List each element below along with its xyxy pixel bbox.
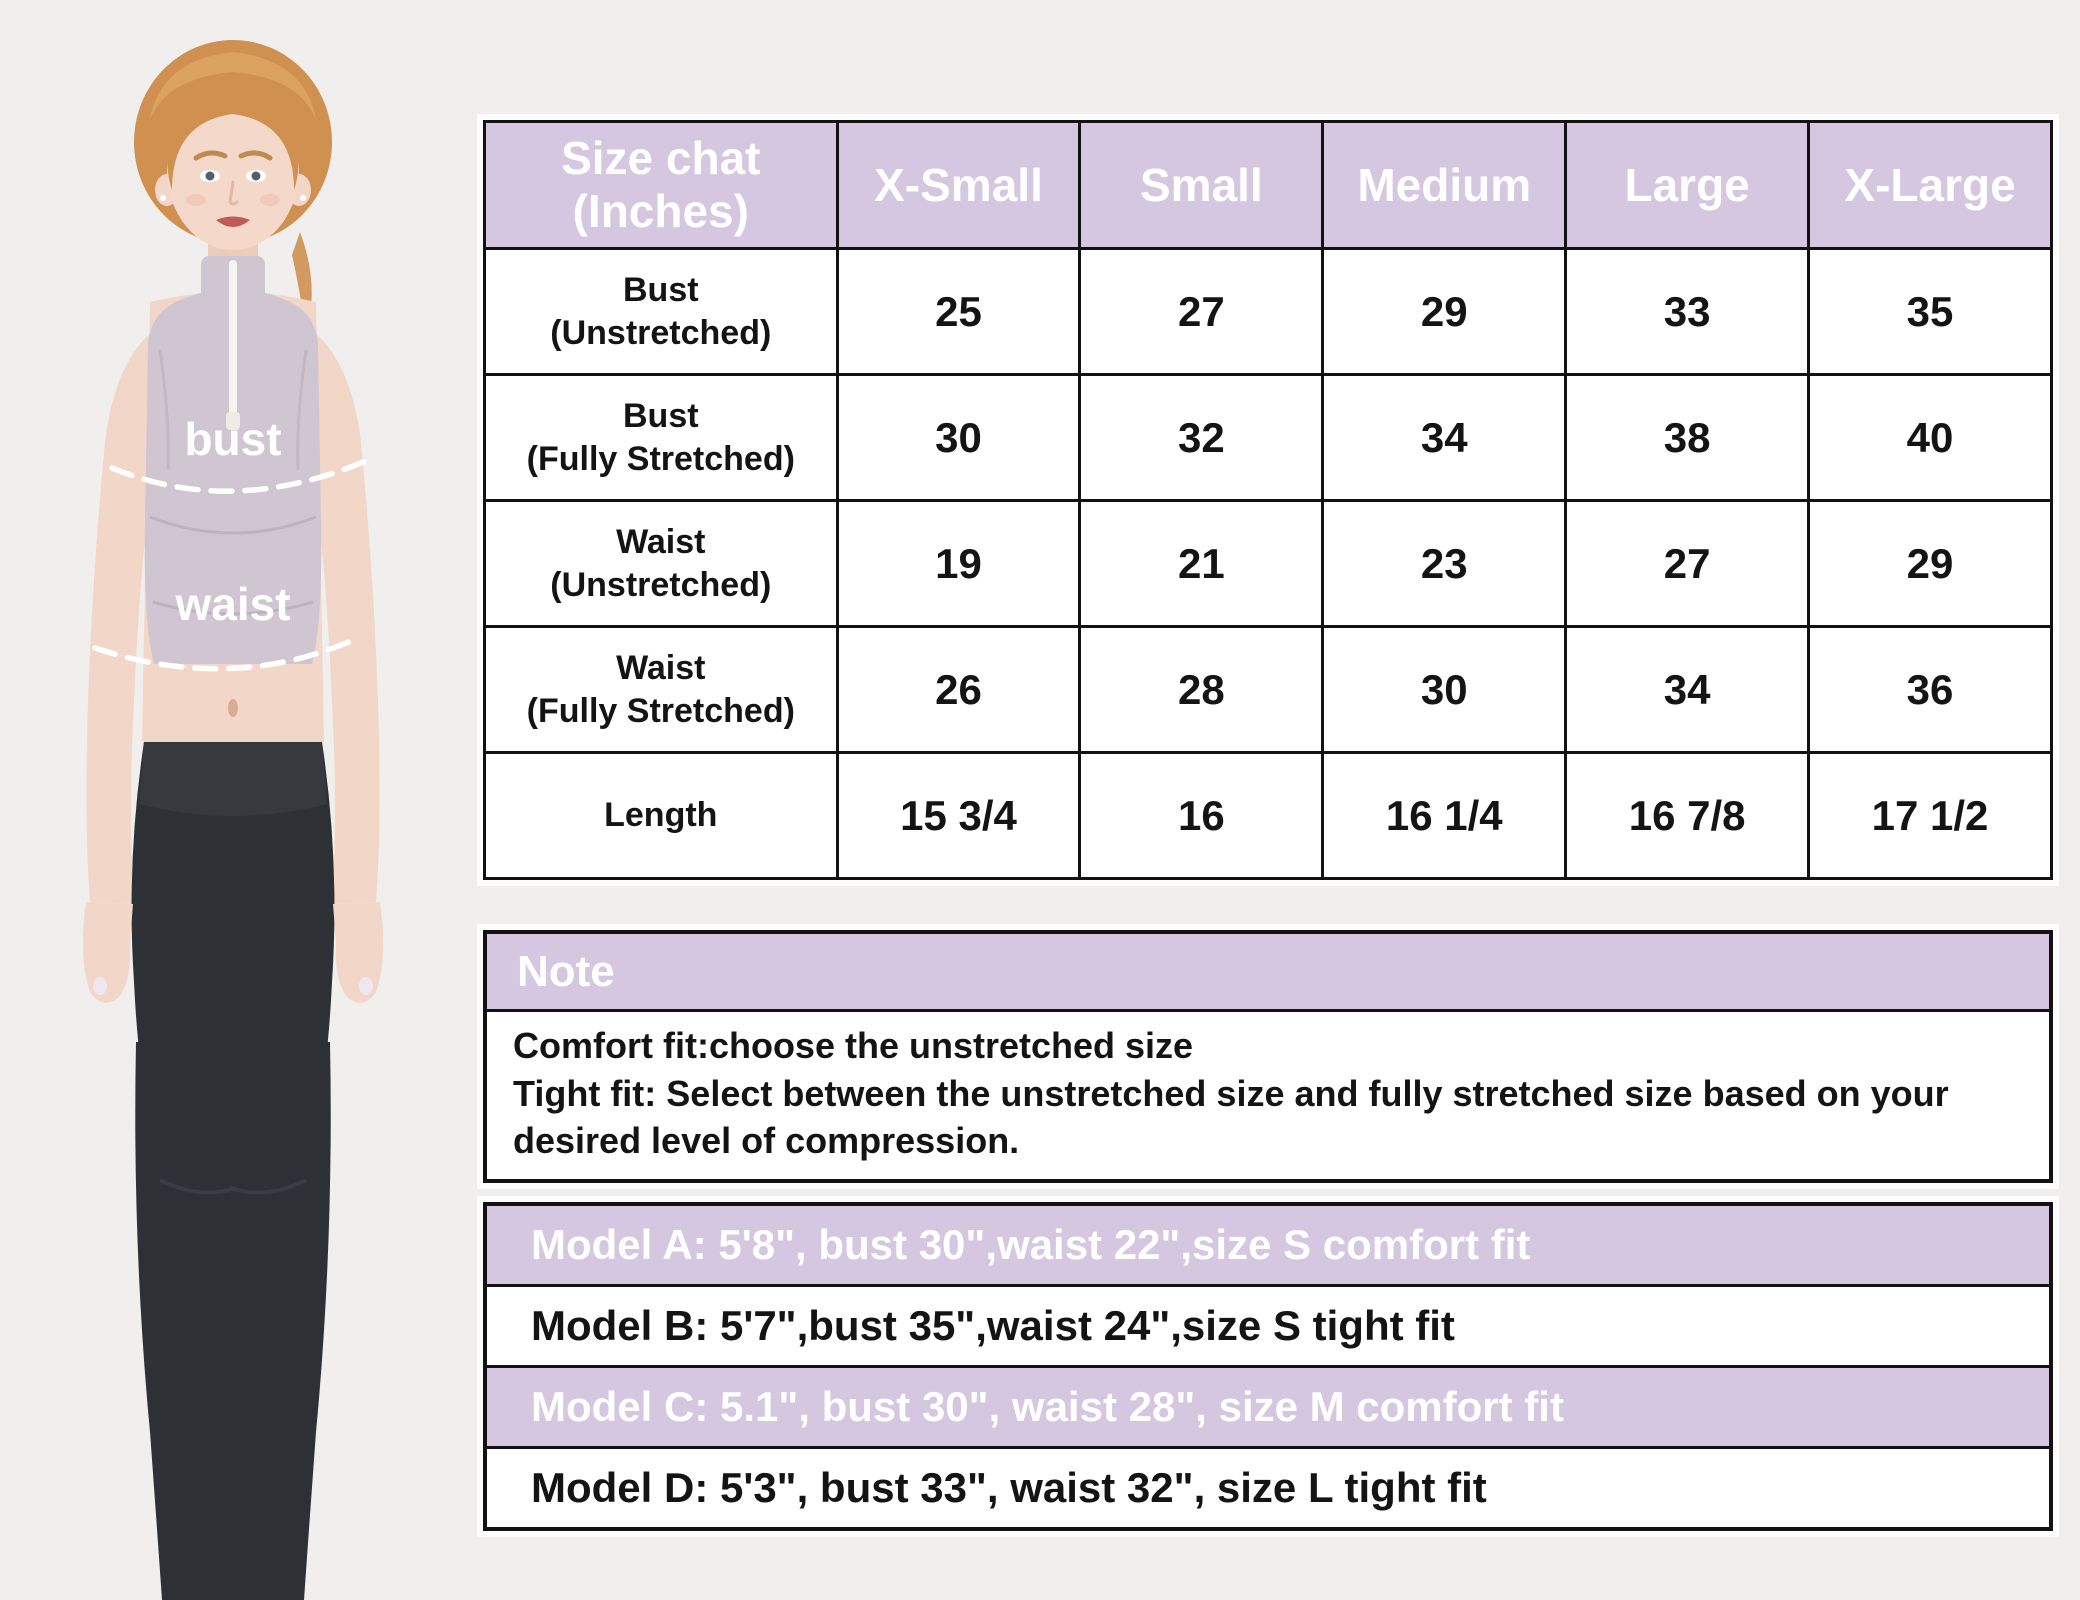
column-header-x-small: X-Small [835,120,1082,250]
size-cell: 32 [1078,373,1325,502]
size-cell: 36 [1807,625,2053,754]
size-table: Size chat (Inches) X-Small Small Medium … [483,120,2053,880]
model-info-list: Model A: 5'8", bust 30",waist 22",size S… [483,1202,2053,1531]
model-info-row-d: Model D: 5'3", bust 33", waist 32", size… [487,1449,2049,1527]
size-cell: 27 [1564,499,1811,628]
row-label: Bust (Unstretched) [483,247,839,376]
size-cell: 16 [1078,751,1325,880]
size-cell: 27 [1078,247,1325,376]
size-cell: 16 1/4 [1321,751,1568,880]
column-header-medium: Medium [1321,120,1568,250]
zipper [229,260,237,418]
size-cell: 30 [835,373,1082,502]
size-cell: 29 [1321,247,1568,376]
column-header-size-chart: Size chat (Inches) [483,120,839,250]
size-cell: 23 [1321,499,1568,628]
size-cell: 26 [835,625,1082,754]
row-label: Bust (Fully Stretched) [483,373,839,502]
table-row-length: Length 15 3/4 16 16 1/4 16 7/8 17 1/2 [483,751,2053,880]
size-table-header-row: Size chat (Inches) X-Small Small Medium … [483,120,2053,250]
model-info-row-a: Model A: 5'8", bust 30",waist 22",size S… [487,1206,2049,1287]
size-cell: 34 [1564,625,1811,754]
bust-guide-line [109,457,371,494]
leggings [131,742,335,1600]
row-label: Waist (Fully Stretched) [483,625,839,754]
model-info-row-b: Model B: 5'7",bust 35",waist 24",size S … [487,1287,2049,1368]
table-row-bust-unstretched: Bust (Unstretched) 25 27 29 33 35 [483,247,2053,376]
note-section: Note Comfort fit:choose the unstretched … [483,930,2053,1183]
waist-guide: waist [92,578,361,672]
waist-guide-line [92,635,361,672]
column-header-large: Large [1564,120,1811,250]
model-face [155,76,311,250]
size-cell: 16 7/8 [1564,751,1811,880]
size-cell: 33 [1564,247,1811,376]
table-row-bust-stretched: Bust (Fully Stretched) 30 32 34 38 40 [483,373,2053,502]
bust-guide: bust [109,413,371,494]
column-header-x-large: X-Large [1807,120,2053,250]
bust-label: bust [184,413,281,465]
size-cell: 40 [1807,373,2053,502]
size-cell: 17 1/2 [1807,751,2053,880]
note-title: Note [487,934,2049,1012]
size-cell: 19 [835,499,1082,628]
column-header-small: Small [1078,120,1325,250]
model-photo: bust waist [0,0,480,1600]
waist-label: waist [174,578,290,630]
size-cell: 30 [1321,625,1568,754]
table-row-waist-stretched: Waist (Fully Stretched) 26 28 30 34 36 [483,625,2053,754]
model-info-row-c: Model C: 5.1", bust 30", waist 28", size… [487,1368,2049,1449]
size-cell: 15 3/4 [835,751,1082,880]
crop-top [144,256,322,664]
size-cell: 38 [1564,373,1811,502]
row-label: Length [483,751,839,880]
row-label: Waist (Unstretched) [483,499,839,628]
table-row-waist-unstretched: Waist (Unstretched) 19 21 23 27 29 [483,499,2053,628]
size-cell: 34 [1321,373,1568,502]
size-cell: 29 [1807,499,2053,628]
size-cell: 21 [1078,499,1325,628]
size-cell: 35 [1807,247,2053,376]
note-body: Comfort fit:choose the unstretched size … [487,1012,2049,1179]
size-cell: 25 [835,247,1082,376]
model-hands [82,902,384,1003]
size-cell: 28 [1078,625,1325,754]
